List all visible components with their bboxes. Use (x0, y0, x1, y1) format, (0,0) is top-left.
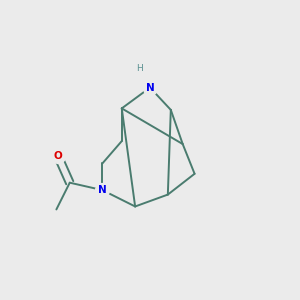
Text: O: O (53, 151, 62, 161)
Text: N: N (98, 185, 107, 195)
Text: H: H (136, 64, 143, 73)
Text: N: N (146, 82, 154, 93)
